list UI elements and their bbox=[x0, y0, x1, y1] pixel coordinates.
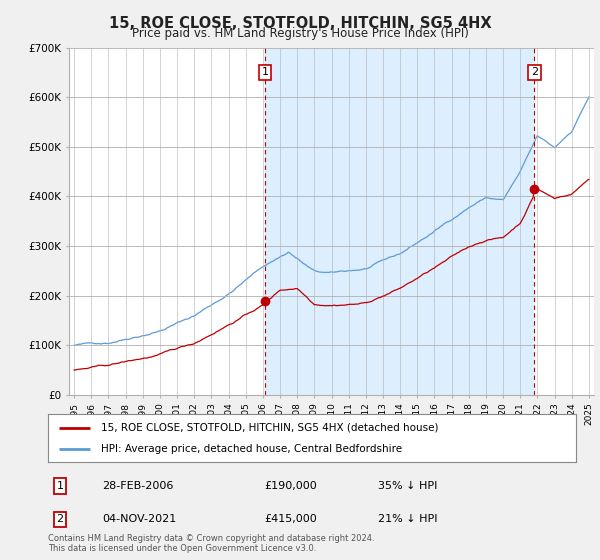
Text: 1: 1 bbox=[56, 481, 64, 491]
Text: Price paid vs. HM Land Registry's House Price Index (HPI): Price paid vs. HM Land Registry's House … bbox=[131, 27, 469, 40]
Text: 35% ↓ HPI: 35% ↓ HPI bbox=[378, 481, 437, 491]
Text: 2: 2 bbox=[56, 515, 64, 524]
Text: 04-NOV-2021: 04-NOV-2021 bbox=[102, 515, 176, 524]
Text: 15, ROE CLOSE, STOTFOLD, HITCHIN, SG5 4HX (detached house): 15, ROE CLOSE, STOTFOLD, HITCHIN, SG5 4H… bbox=[101, 423, 438, 433]
Bar bbox=[265, 48, 535, 395]
Text: 21% ↓ HPI: 21% ↓ HPI bbox=[378, 515, 437, 524]
Text: 1: 1 bbox=[262, 67, 268, 77]
Text: 28-FEB-2006: 28-FEB-2006 bbox=[102, 481, 173, 491]
Text: £190,000: £190,000 bbox=[264, 481, 317, 491]
Text: £415,000: £415,000 bbox=[264, 515, 317, 524]
Text: HPI: Average price, detached house, Central Bedfordshire: HPI: Average price, detached house, Cent… bbox=[101, 444, 402, 454]
Text: 2: 2 bbox=[531, 67, 538, 77]
Text: 15, ROE CLOSE, STOTFOLD, HITCHIN, SG5 4HX: 15, ROE CLOSE, STOTFOLD, HITCHIN, SG5 4H… bbox=[109, 16, 491, 31]
Text: Contains HM Land Registry data © Crown copyright and database right 2024.
This d: Contains HM Land Registry data © Crown c… bbox=[48, 534, 374, 553]
